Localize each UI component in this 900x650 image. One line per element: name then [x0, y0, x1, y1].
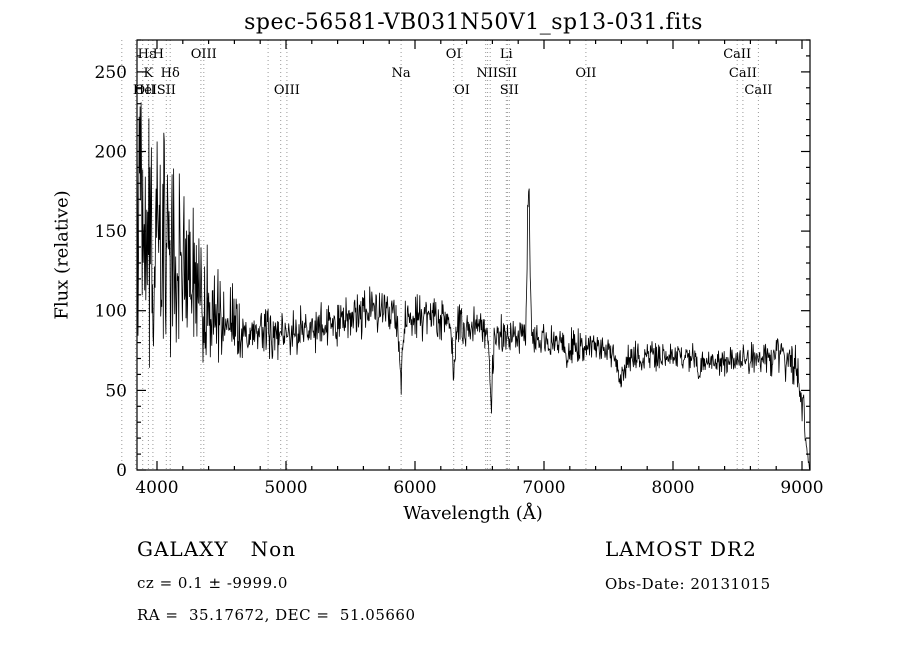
svg-text:SII: SII: [498, 66, 517, 81]
svg-text:NII: NII: [476, 66, 498, 81]
svg-text:OIII: OIII: [274, 83, 300, 98]
svg-text:OI: OI: [446, 47, 462, 62]
axes: [136, 39, 811, 471]
svg-text:H: H: [153, 47, 164, 62]
svg-text:Hδ: Hδ: [161, 66, 180, 81]
svg-text:4000: 4000: [135, 478, 178, 498]
ra-dec-value: RA = 35.17672, DEC = 51.05660: [137, 606, 416, 624]
svg-text:K: K: [144, 66, 154, 81]
svg-text:0: 0: [116, 461, 127, 481]
svg-text:HeI: HeI: [133, 83, 157, 98]
spectral-feature-lines: [121, 40, 759, 470]
svg-text:OI: OI: [454, 83, 470, 98]
tick-labels: 4000 5000 6000 7000 8000 9000 0 50 100 150 200 250: [95, 63, 824, 498]
svg-text:6000: 6000: [393, 478, 436, 498]
svg-text:50: 50: [105, 381, 127, 401]
svg-text:SII: SII: [157, 83, 176, 98]
svg-text:150: 150: [95, 222, 127, 242]
svg-text:Na: Na: [392, 66, 411, 81]
svg-text:100: 100: [95, 302, 127, 322]
svg-text:CaII: CaII: [723, 47, 751, 62]
object-class-label: GALAXY Non: [137, 537, 297, 561]
obs-date-value: Obs-Date: 20131015: [605, 575, 771, 593]
survey-label: LAMOST DR2: [605, 537, 757, 561]
svg-text:Li: Li: [500, 47, 513, 62]
svg-text:200: 200: [95, 143, 127, 163]
svg-text:9000: 9000: [780, 478, 823, 498]
svg-text:8000: 8000: [651, 478, 694, 498]
svg-text:7000: 7000: [522, 478, 565, 498]
svg-text:OII: OII: [575, 66, 596, 81]
svg-text:250: 250: [95, 63, 127, 83]
svg-text:OIII: OIII: [191, 47, 217, 62]
x-axis-label: Wavelength (Å): [403, 503, 543, 524]
spectrum-trace: [136, 102, 811, 470]
y-axis-label: Flux (relative): [51, 190, 73, 320]
plot-title: spec-56581-VB031N50V1_sp13-031.fits: [244, 10, 703, 35]
redshift-value: cz = 0.1 ± -9999.0: [137, 574, 288, 592]
svg-text:CaII: CaII: [729, 66, 757, 81]
svg-text:Hε: Hε: [138, 47, 156, 62]
svg-text:CaII: CaII: [744, 83, 772, 98]
svg-text:5000: 5000: [264, 478, 307, 498]
svg-text:OII: OII: [135, 83, 156, 98]
svg-text:SII: SII: [500, 83, 519, 98]
